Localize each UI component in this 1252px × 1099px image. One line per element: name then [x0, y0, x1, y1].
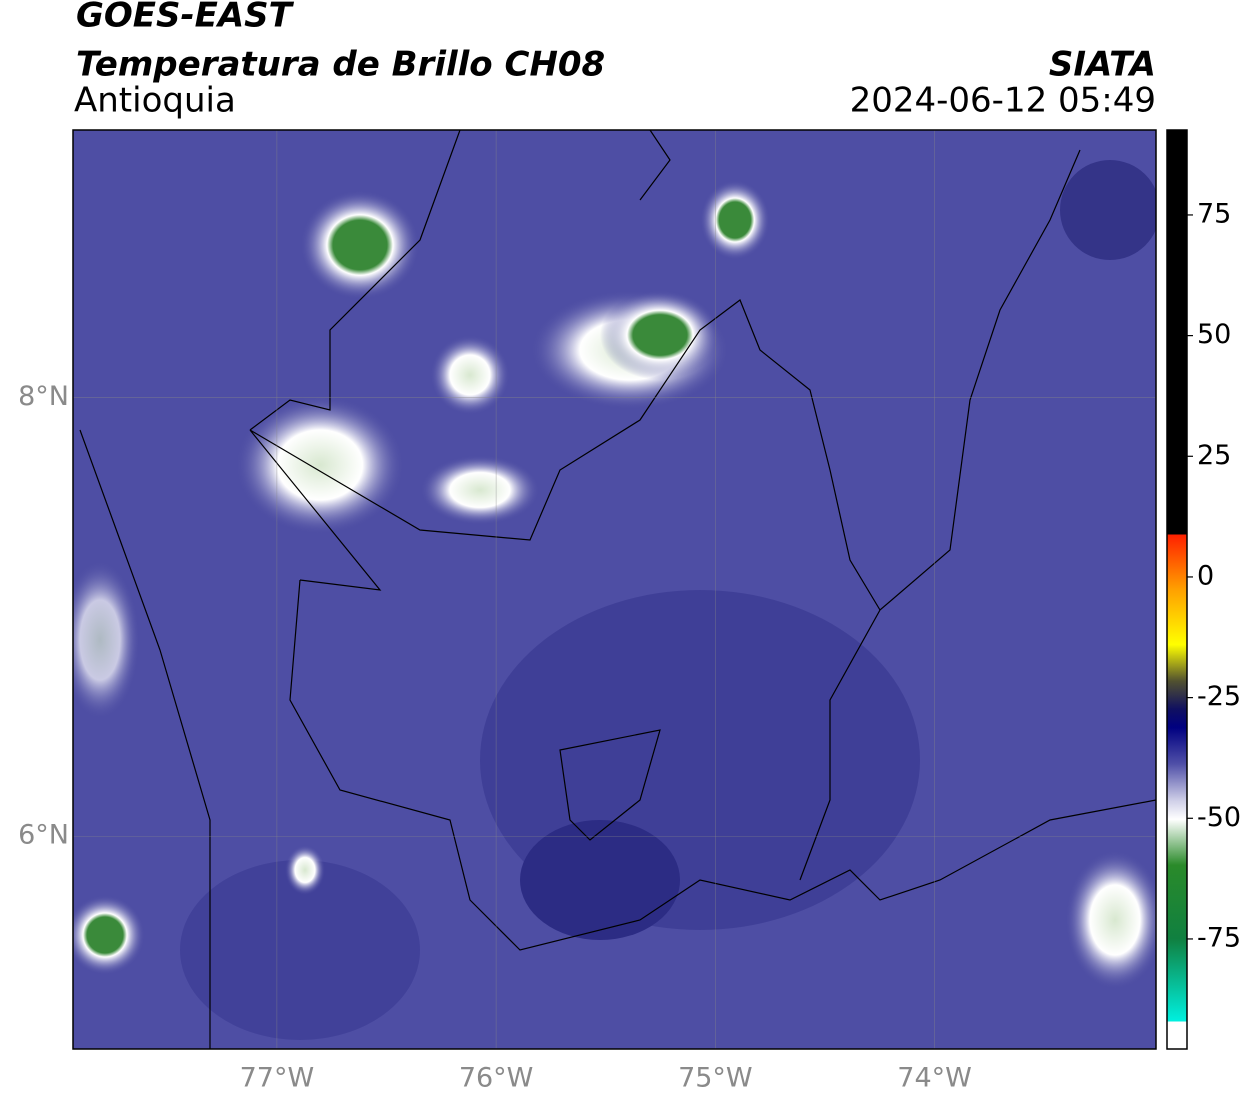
colorbar-tick-label: 75: [1197, 198, 1231, 229]
title: GOES-EAST: [76, 0, 295, 36]
x-tick-label: 75°W: [678, 1063, 753, 1094]
region: Antioquia: [74, 81, 236, 121]
x-tick-label: 76°W: [459, 1063, 534, 1094]
subtitle: Temperatura de Brillo CH08: [76, 45, 605, 85]
map-frame: [72, 129, 1157, 1050]
x-tick-label: 77°W: [240, 1063, 315, 1094]
map-image: [73, 130, 1156, 1049]
colorbar-tick-label: -75: [1197, 922, 1241, 953]
x-tick-label: 74°W: [897, 1063, 972, 1094]
colorbar: [1166, 129, 1188, 1050]
colorbar-tick-label: 25: [1197, 440, 1231, 471]
colorbar-tick-label: 50: [1197, 319, 1231, 350]
source: SIATA: [1049, 45, 1156, 85]
colorbar-tick-label: -25: [1197, 681, 1241, 712]
y-tick-label: 6°N: [18, 820, 69, 851]
grid: [73, 130, 1156, 1049]
colorbar-tick-label: -50: [1197, 802, 1241, 833]
datetime: 2024-06-12 05:49: [850, 81, 1156, 121]
y-tick-label: 8°N: [18, 381, 69, 412]
colorbar-tick-label: 0: [1197, 560, 1214, 591]
